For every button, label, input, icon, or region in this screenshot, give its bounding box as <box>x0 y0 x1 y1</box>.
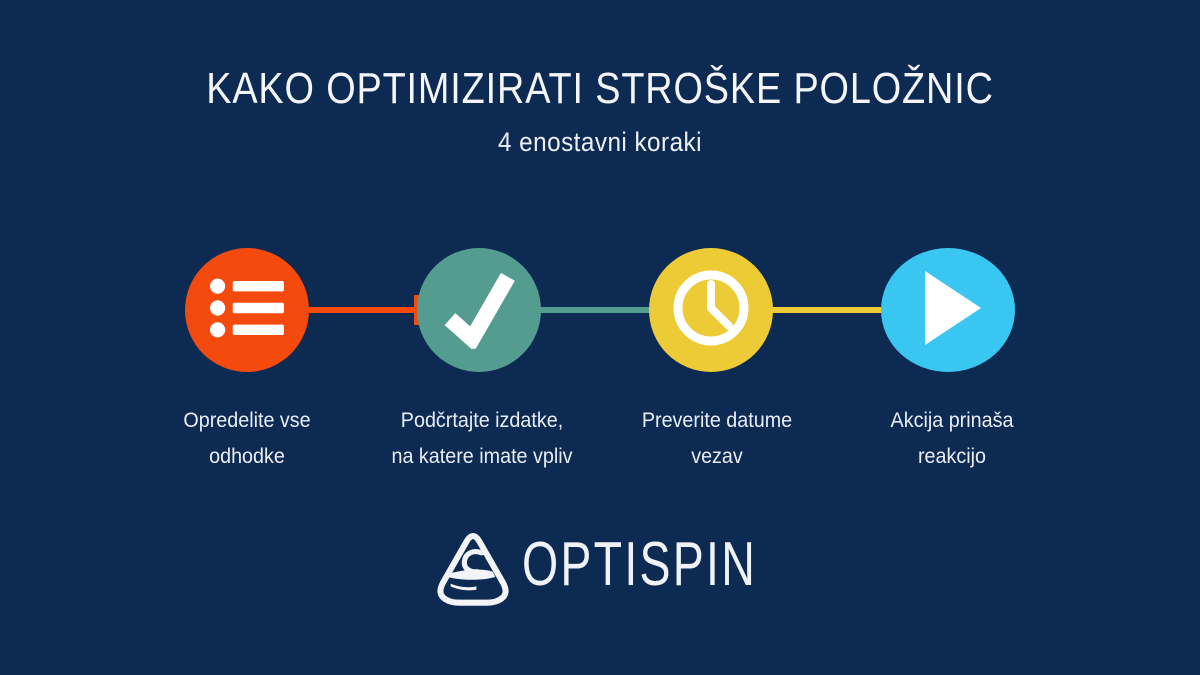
step-3-label-line2: vezav <box>691 445 743 468</box>
rounded-triangle-spin-icon <box>430 527 516 618</box>
connector-3 <box>769 307 885 313</box>
step-1-label-line2: odhodke <box>209 445 285 468</box>
step-1-circle <box>185 248 309 372</box>
step-4-label-line1: Akcija prinaša <box>890 409 1014 432</box>
step-1-label-line1: Opredelite vse <box>183 409 311 432</box>
checkmark-icon <box>437 268 521 353</box>
step-4-label-line2: reakcijo <box>917 445 987 468</box>
page-subtitle: 4 enostavni koraki <box>498 127 702 157</box>
step-3-label: Preverite datume vezav <box>604 403 830 475</box>
connector-1 <box>305 295 421 325</box>
step-2-circle <box>417 248 541 372</box>
step-3-label-line1: Preverite datume <box>641 409 793 432</box>
step-2-label-line2: na katere imate vpliv <box>391 445 573 468</box>
steps-row <box>185 248 1015 372</box>
page-title: KAKO OPTIMIZIRATI STROŠKE POLOŽNIC <box>206 64 994 113</box>
optispin-logo-text: OPTISPIN <box>522 530 758 599</box>
list-icon <box>210 277 284 344</box>
step-4-label: Akcija prinaša reakcijo <box>839 403 1065 475</box>
clock-icon <box>669 266 753 355</box>
step-2-label: Podčrtajte izdatke, na katere imate vpli… <box>369 403 595 475</box>
step-3-circle <box>649 248 773 372</box>
step-4-circle <box>881 248 1015 372</box>
play-icon <box>925 270 981 350</box>
step-1-label: Opredelite vse odhodke <box>134 403 360 475</box>
step-2-label-line1: Podčrtajte izdatke, <box>400 409 564 432</box>
connector-2 <box>537 307 653 313</box>
